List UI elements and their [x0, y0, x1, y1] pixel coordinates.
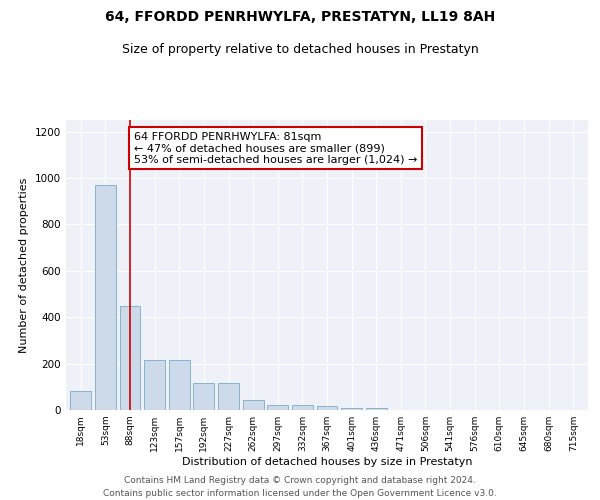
Bar	[95, 185, 116, 410]
Bar	[366, 408, 387, 410]
Bar	[119, 306, 140, 410]
Bar	[169, 360, 190, 410]
Bar	[267, 405, 288, 410]
Y-axis label: Number of detached properties: Number of detached properties	[19, 178, 29, 352]
Bar	[341, 408, 362, 410]
Text: Size of property relative to detached houses in Prestatyn: Size of property relative to detached ho…	[122, 42, 478, 56]
Text: Contains HM Land Registry data © Crown copyright and database right 2024.
Contai: Contains HM Land Registry data © Crown c…	[103, 476, 497, 498]
Bar	[193, 384, 214, 410]
Bar	[242, 400, 263, 410]
Text: 64 FFORDD PENRHWYLFA: 81sqm
← 47% of detached houses are smaller (899)
53% of se: 64 FFORDD PENRHWYLFA: 81sqm ← 47% of det…	[134, 132, 417, 165]
Bar	[317, 406, 337, 410]
Bar	[292, 406, 313, 410]
Bar	[70, 392, 91, 410]
Text: 64, FFORDD PENRHWYLFA, PRESTATYN, LL19 8AH: 64, FFORDD PENRHWYLFA, PRESTATYN, LL19 8…	[105, 10, 495, 24]
Bar	[144, 360, 165, 410]
X-axis label: Distribution of detached houses by size in Prestatyn: Distribution of detached houses by size …	[182, 457, 472, 467]
Bar	[218, 384, 239, 410]
